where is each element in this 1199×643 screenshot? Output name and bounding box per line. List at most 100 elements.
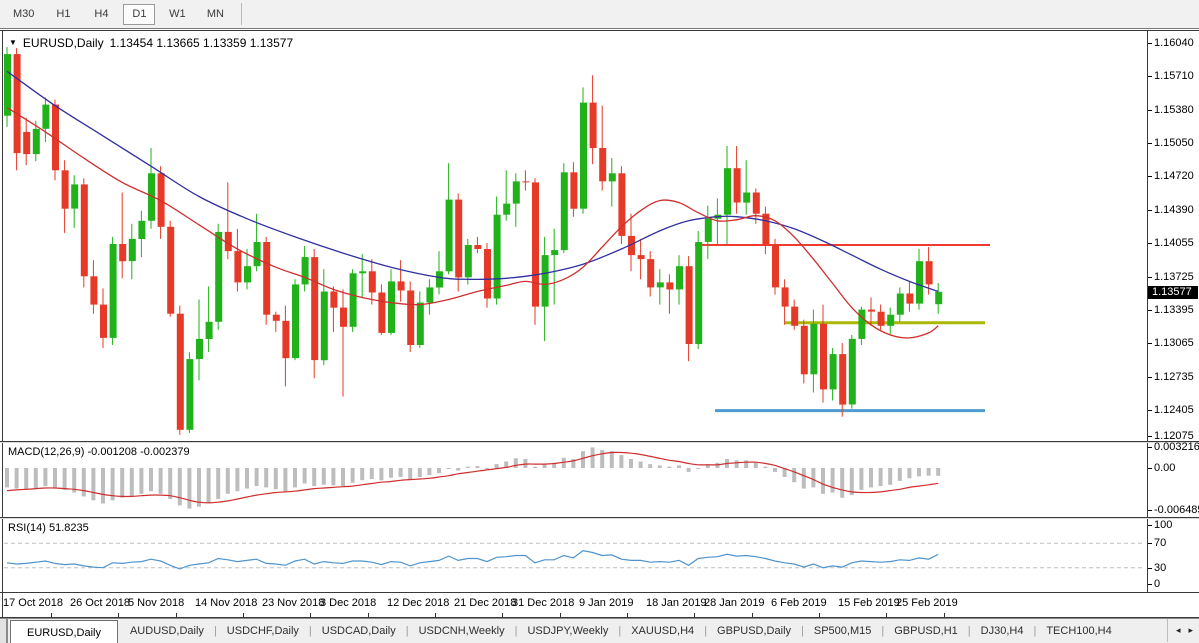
macd-histogram-bar xyxy=(821,468,825,494)
rsi-indicator-chart[interactable] xyxy=(0,519,1147,592)
macd-histogram-bar xyxy=(283,468,288,492)
rsi-axis-tick xyxy=(1148,525,1152,526)
candle-body xyxy=(378,292,386,333)
price-tick-label: 1.13065 xyxy=(1154,337,1194,349)
tabs-scroll-left-icon[interactable]: ◂ xyxy=(1175,625,1181,635)
candle-body xyxy=(656,282,664,288)
chart-tab-usdcad[interactable]: USDCAD,Daily xyxy=(321,625,396,637)
window-bottom-border xyxy=(0,617,1199,618)
main-price-chart[interactable] xyxy=(0,30,1147,441)
price-tick xyxy=(1148,210,1152,211)
candle-body xyxy=(733,168,741,203)
rsi-panel-divider[interactable] xyxy=(0,517,1199,518)
date-label: 15 Feb 2019 xyxy=(838,597,900,609)
chart-tab-gbpusd[interactable]: GBPUSD,Daily xyxy=(717,625,792,637)
tab-separator: | xyxy=(514,625,518,637)
rsi-line xyxy=(6,549,939,570)
chart-tab-xauusd[interactable]: XAUUSD,H4 xyxy=(631,625,695,637)
price-tick-label: 1.12405 xyxy=(1154,404,1194,416)
macd-histogram-bar xyxy=(197,468,201,507)
candle-body xyxy=(935,291,943,305)
macd-histogram-bar xyxy=(216,468,221,499)
macd-histogram-bar xyxy=(897,468,902,481)
candle-body xyxy=(647,259,655,288)
tab-separator: | xyxy=(618,625,622,637)
tab-scroll-arrows: ◂ ▸ xyxy=(1166,619,1197,642)
candle-body xyxy=(349,273,357,327)
candle-body xyxy=(772,244,779,288)
macd-axis-label: 0.003216 xyxy=(1154,441,1199,453)
timeframe-button-m30[interactable]: M30 xyxy=(13,8,35,20)
chart-tab-gbpusd[interactable]: GBPUSD,H1 xyxy=(894,625,958,637)
chart-tab-usdcnh[interactable]: USDCNH,Weekly xyxy=(418,625,505,637)
macd-histogram-bar xyxy=(773,468,777,472)
macd-histogram-bar xyxy=(350,468,355,483)
macd-histogram-bar xyxy=(254,468,259,487)
chart-tab-usdchf[interactable]: USDCHF,Daily xyxy=(226,625,299,637)
tab-separator: | xyxy=(1033,625,1037,637)
macd-label: MACD(12,26,9) -0.001208 -0.002379 xyxy=(8,446,190,458)
macd-panel-divider[interactable] xyxy=(0,441,1199,442)
candle-body xyxy=(484,249,491,299)
macd-histogram-bar xyxy=(648,464,653,468)
timeframe-button-mn[interactable]: MN xyxy=(206,8,224,20)
candle-body xyxy=(887,314,895,326)
chart-tab-sp500[interactable]: SP500,M15 xyxy=(813,625,872,637)
candle-body xyxy=(368,271,376,293)
macd-histogram-bar xyxy=(686,468,691,472)
price-tick-label: 1.13395 xyxy=(1154,304,1194,316)
date-tick xyxy=(752,613,753,617)
candle-body xyxy=(282,320,290,359)
macd-histogram-bar xyxy=(619,455,624,468)
candle-body xyxy=(743,192,751,203)
macd-histogram-bar xyxy=(917,468,921,477)
chart-tab-usdjpy[interactable]: USDJPY,Weekly xyxy=(527,625,609,637)
macd-histogram-bar xyxy=(801,468,806,489)
price-tick xyxy=(1148,43,1152,44)
candle-body xyxy=(839,354,847,405)
tab-separator: | xyxy=(704,625,708,637)
date-tick xyxy=(502,613,503,617)
chart-tab-eurusd[interactable]: EURUSD,Daily xyxy=(10,619,118,643)
rsi-axis-tick xyxy=(1148,543,1152,544)
tabs-scroll-right-icon[interactable]: ▸ xyxy=(1188,625,1193,635)
timeframe-button-h4[interactable]: H4 xyxy=(94,8,109,20)
candle-body xyxy=(532,182,539,307)
chart-tab-tech100[interactable]: TECH100,H4 xyxy=(1046,625,1112,637)
chart-ohlc-values: 1.13454 1.13665 1.13359 1.13577 xyxy=(109,36,294,50)
date-label: 25 Feb 2019 xyxy=(896,597,958,609)
date-label: 3 Dec 2018 xyxy=(320,597,377,609)
macd-histogram-bar xyxy=(129,468,134,497)
candle-body xyxy=(445,199,453,272)
timeframe-button-d1[interactable]: D1 xyxy=(123,3,156,25)
macd-histogram-bar xyxy=(101,468,105,504)
chart-tab-bar: EURUSD,Daily AUDUSD,Daily | USDCHF,Daily | US… xyxy=(0,618,1199,643)
tab-strip-handle[interactable] xyxy=(0,619,8,643)
chart-tab-audusd[interactable]: AUDUSD,Daily xyxy=(129,625,204,637)
macd-indicator-chart[interactable] xyxy=(0,443,1147,517)
macd-histogram-bar xyxy=(542,464,547,468)
rsi-label: RSI(14) 51.8235 xyxy=(8,522,89,534)
macd-histogram-bar xyxy=(705,464,710,468)
macd-histogram-bar xyxy=(869,468,873,488)
date-tick xyxy=(51,613,52,617)
macd-histogram-bar xyxy=(581,451,585,468)
macd-histogram-bar xyxy=(43,468,48,487)
price-tick xyxy=(1148,277,1152,278)
candle-body xyxy=(52,104,59,171)
macd-histogram-bar xyxy=(5,468,9,488)
ma-slow-line xyxy=(6,70,939,293)
chart-collapse-icon[interactable]: ▼ xyxy=(9,38,17,47)
chart-tab-dj30[interactable]: DJ30,H4 xyxy=(980,625,1024,637)
chart-title: ▼ EURUSD,Daily 1.13454 1.13665 1.13359 1… xyxy=(9,36,293,50)
candle-body xyxy=(906,293,914,304)
macd-histogram-bar xyxy=(657,465,662,468)
candle-body xyxy=(541,255,549,307)
macd-histogram-bar xyxy=(753,462,758,468)
macd-histogram-bar xyxy=(552,462,557,468)
timeframe-button-h1[interactable]: H1 xyxy=(56,8,71,20)
timeframe-button-w1[interactable]: W1 xyxy=(169,8,186,20)
macd-signal-line xyxy=(6,451,939,504)
candle-body xyxy=(426,287,434,303)
candle-body xyxy=(551,250,559,256)
